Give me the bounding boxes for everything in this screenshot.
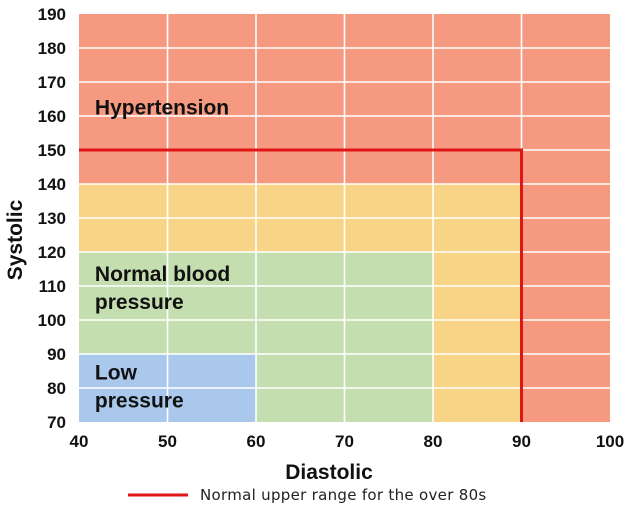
- region-labels-layer: Hypertension Normal blood pressure Low press…: [95, 96, 230, 412]
- x-axis-title: Diastolic: [285, 461, 373, 484]
- x-tick-label-80: 80: [424, 432, 443, 451]
- y-tick-label-100: 100: [38, 311, 66, 330]
- x-tick-label-70: 70: [335, 432, 354, 451]
- y-tick-label-80: 80: [47, 379, 66, 398]
- y-tick-label-150: 150: [38, 141, 66, 160]
- y-tick-labels: 70 80 90 100 110 120 130 140 150 160 170 180 190: [38, 5, 66, 432]
- region-label-line: Hypertension: [95, 96, 229, 119]
- legend-entry-label: Normal upper range for the over 80s: [200, 486, 487, 504]
- x-tick-label-100: 100: [596, 432, 624, 451]
- y-tick-label-110: 110: [39, 277, 66, 296]
- x-tick-labels: 40 50 60 70 80 90 100: [70, 432, 625, 451]
- y-tick-label-90: 90: [47, 345, 66, 364]
- threshold-line: [79, 148, 523, 422]
- x-tick-label-90: 90: [512, 432, 531, 451]
- region-label-low-pressure: Low pressure: [95, 362, 184, 413]
- region-label-hypertension: Hypertension: [95, 96, 229, 119]
- y-tick-label-180: 180: [38, 39, 66, 58]
- threshold-layer: [79, 148, 523, 422]
- x-tick-label-40: 40: [70, 432, 89, 451]
- region-label-normal-blood-pressure: Normal blood pressure: [95, 263, 230, 314]
- x-tick-label-60: 60: [247, 432, 266, 451]
- y-tick-label-170: 170: [38, 73, 66, 92]
- x-tick-label-50: 50: [158, 432, 177, 451]
- y-tick-label-160: 160: [38, 107, 66, 126]
- legend: Normal upper range for the over 80s: [128, 486, 487, 504]
- region-label-line: Low: [95, 362, 138, 385]
- y-axis-title: Systolic: [4, 199, 27, 280]
- region-label-line: Normal blood: [95, 263, 230, 286]
- y-tick-label-130: 130: [38, 209, 66, 228]
- region-label-line: pressure: [95, 291, 184, 314]
- y-tick-label-120: 120: [38, 243, 66, 262]
- y-tick-label-70: 70: [47, 413, 66, 432]
- region-label-line: pressure: [95, 390, 184, 413]
- y-tick-label-190: 190: [38, 5, 66, 24]
- y-tick-label-140: 140: [38, 175, 66, 194]
